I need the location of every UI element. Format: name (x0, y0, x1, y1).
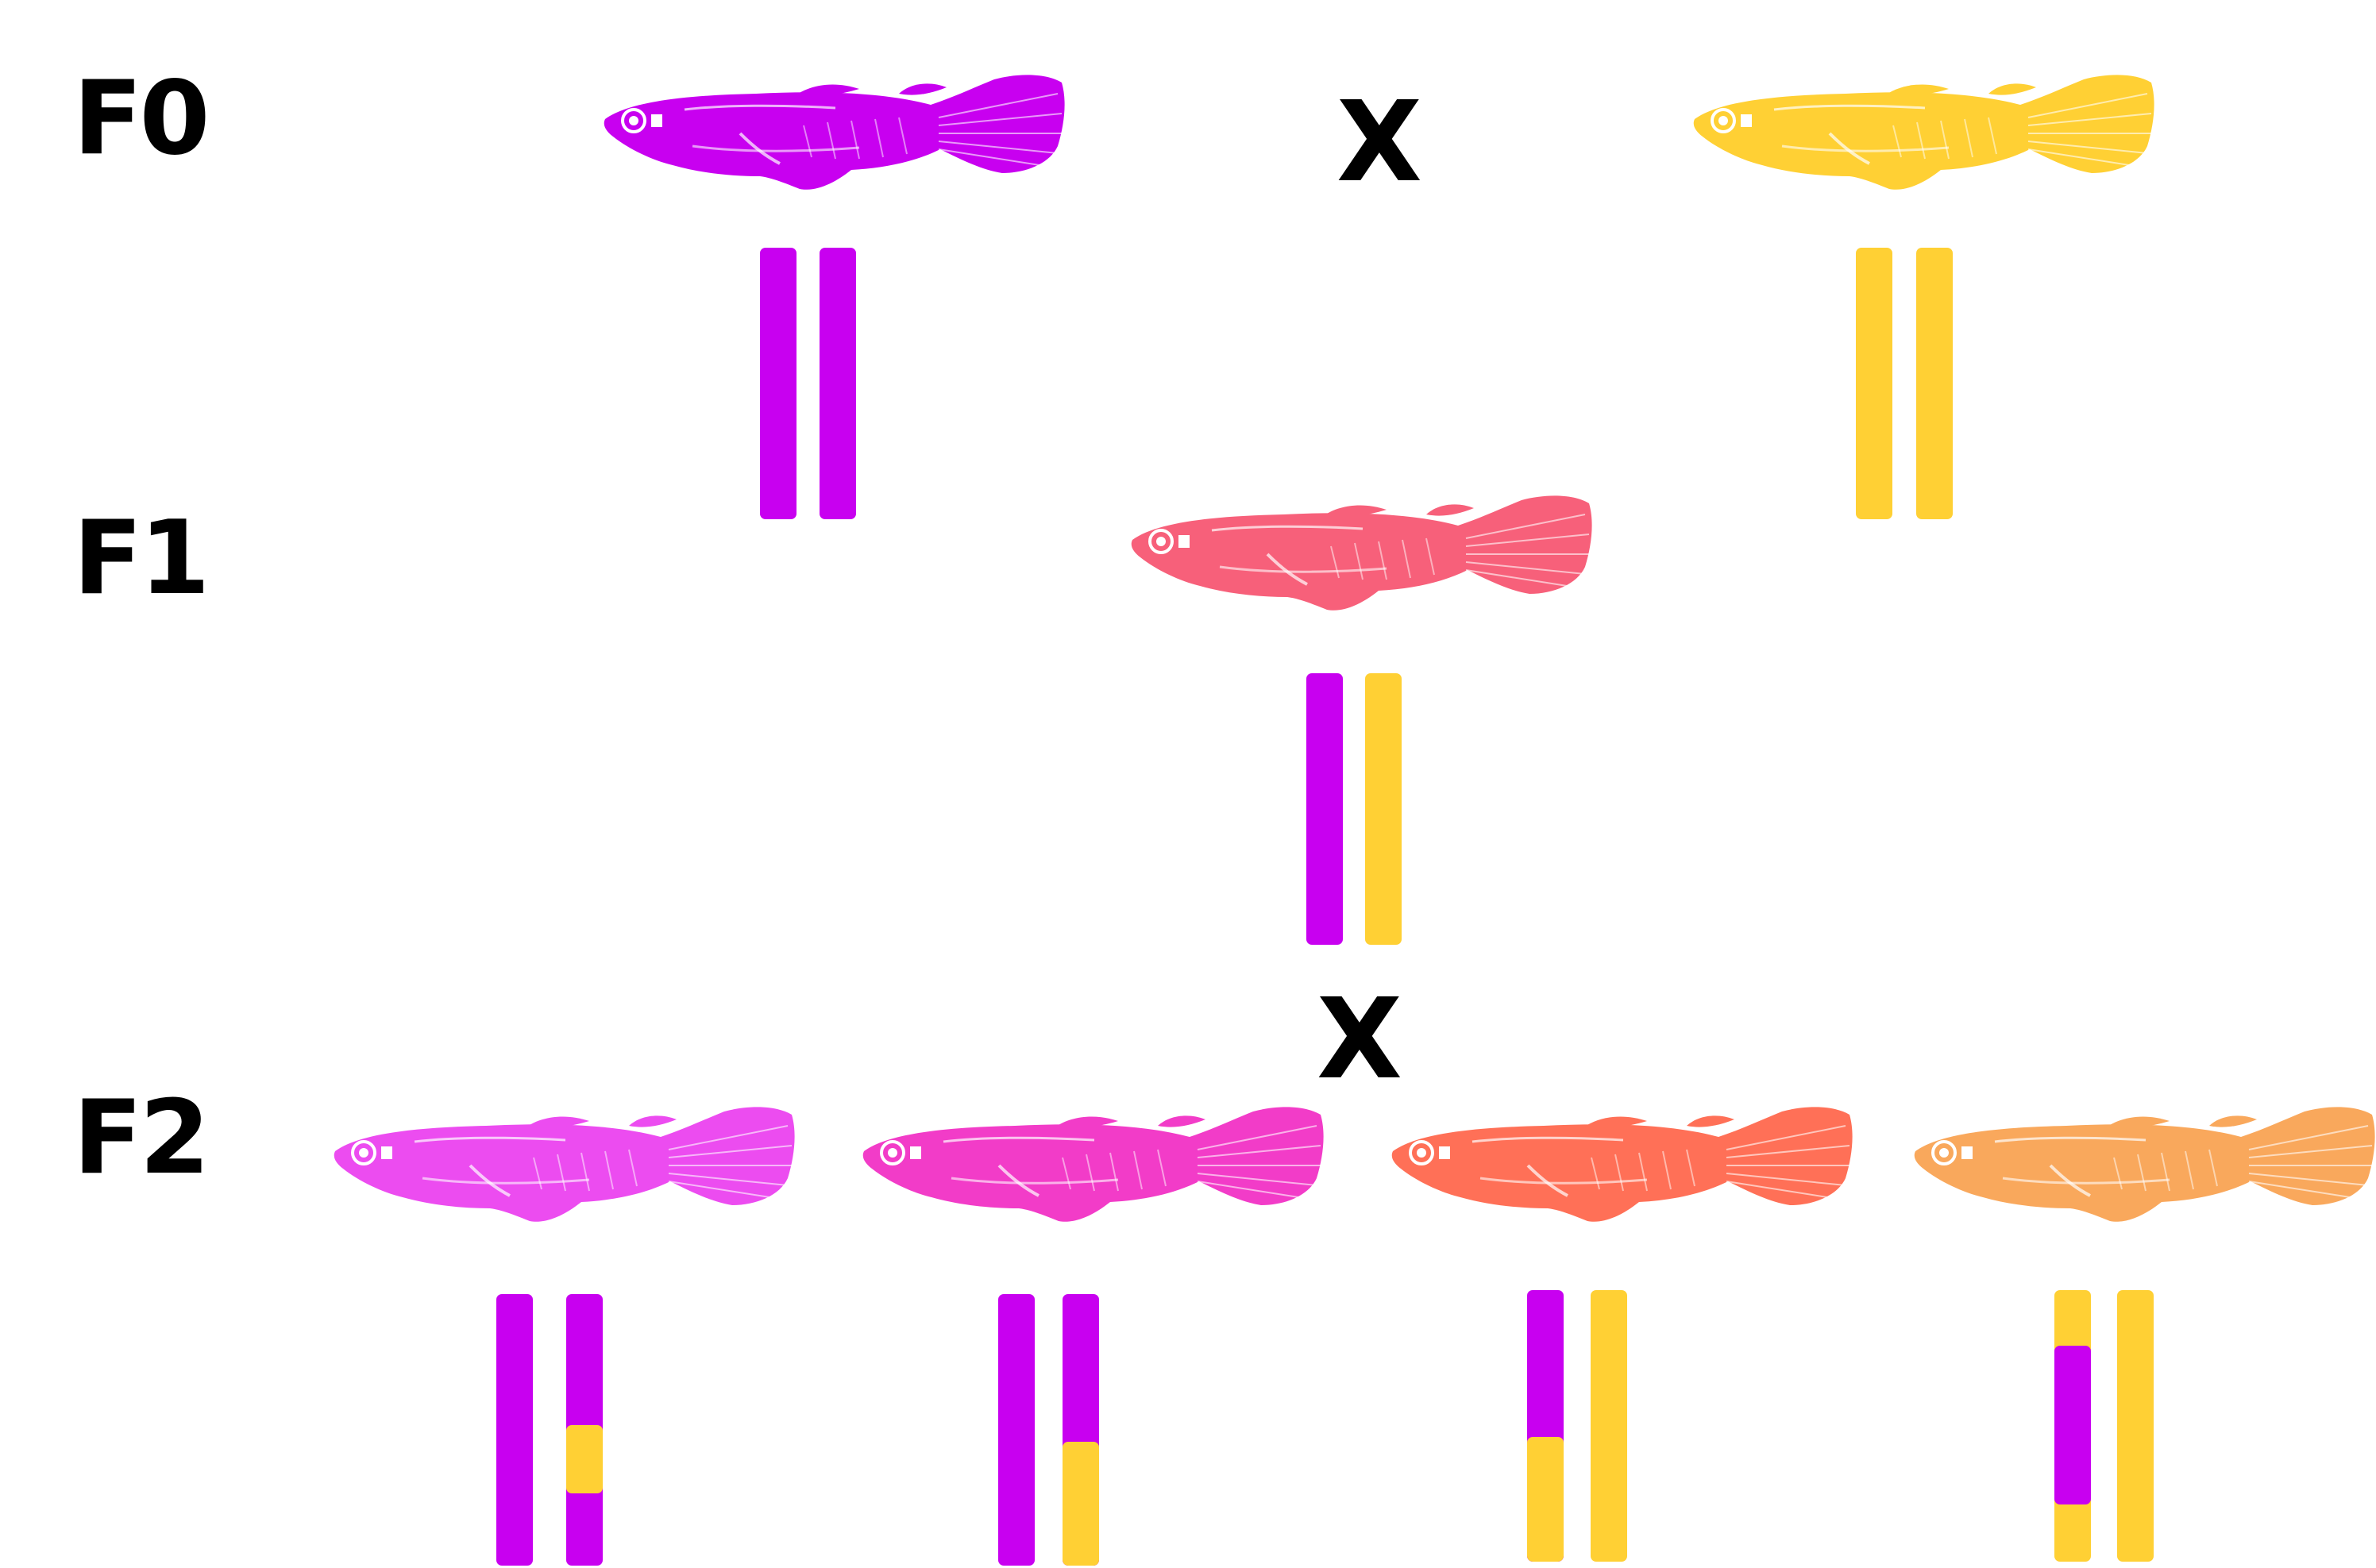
fish-icon-f2-2 (862, 1107, 1324, 1222)
generation-label-f0: F0 (73, 60, 210, 178)
chromosome-segment-yellow (1063, 1442, 1099, 1566)
chromosome-f2-4-a (2054, 1290, 2091, 1562)
chromosome-f0-p2-b (1916, 248, 1953, 519)
fish-icon-f0-parent-1 (604, 75, 1065, 190)
chromosome-f2-3-a (1527, 1290, 1564, 1562)
chromosome-f2-2-a (998, 1294, 1035, 1566)
cross-symbol-f1: X (1317, 975, 1402, 1104)
chromosome-segment-purple (2054, 1346, 2091, 1504)
fish-icon-f1 (1131, 495, 1592, 611)
chromosome-f2-1-a (496, 1294, 533, 1566)
chromosome-f2-4-b (2117, 1290, 2154, 1562)
fish-icon-f0-parent-2 (1693, 75, 2154, 190)
chromosome-f2-1-b (566, 1294, 603, 1566)
chromosome-f0-p1-b (820, 248, 856, 519)
chromosome-segment-yellow (1527, 1437, 1564, 1562)
cross-symbol-f0: X (1336, 78, 1422, 207)
chromosome-f1-b (1365, 673, 1402, 945)
chromosome-f0-p1-a (760, 248, 796, 519)
chromosome-segment-yellow (566, 1425, 603, 1493)
fish-icon-f2-4 (1914, 1107, 2375, 1222)
chromosome-f2-3-b (1591, 1290, 1627, 1562)
fish-icon-f2-1 (334, 1107, 795, 1222)
generation-label-f2: F2 (73, 1079, 210, 1197)
chromosome-f0-p2-a (1856, 248, 1892, 519)
chromosome-f2-2-b (1063, 1294, 1099, 1566)
fish-icon-f2-3 (1391, 1107, 1853, 1222)
generation-label-f1: F1 (73, 499, 210, 618)
chromosome-f1-a (1306, 673, 1343, 945)
